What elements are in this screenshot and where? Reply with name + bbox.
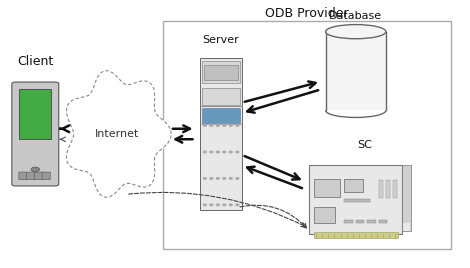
Text: SC: SC — [358, 140, 373, 150]
Circle shape — [236, 178, 239, 179]
FancyArrowPatch shape — [247, 90, 318, 113]
Circle shape — [236, 151, 239, 153]
Circle shape — [216, 125, 219, 126]
Bar — [202, 108, 240, 123]
Circle shape — [204, 125, 206, 126]
Bar — [368, 220, 376, 223]
FancyArrowPatch shape — [240, 205, 306, 228]
FancyArrowPatch shape — [173, 125, 190, 132]
FancyArrowPatch shape — [245, 81, 315, 102]
FancyArrowPatch shape — [244, 156, 299, 180]
Circle shape — [229, 204, 232, 206]
FancyArrowPatch shape — [60, 125, 69, 132]
FancyArrowPatch shape — [247, 167, 302, 188]
Bar — [200, 58, 242, 210]
Text: Internet: Internet — [94, 129, 139, 139]
Circle shape — [216, 178, 219, 179]
Bar — [379, 180, 383, 198]
FancyBboxPatch shape — [27, 172, 35, 180]
FancyBboxPatch shape — [163, 21, 451, 250]
Bar — [403, 223, 410, 231]
Polygon shape — [66, 71, 171, 197]
Bar — [19, 90, 51, 139]
FancyBboxPatch shape — [42, 172, 50, 180]
Bar — [344, 178, 363, 192]
Circle shape — [210, 151, 213, 153]
FancyArrowPatch shape — [60, 137, 65, 142]
Text: Database: Database — [329, 11, 382, 21]
Bar — [314, 232, 398, 238]
Circle shape — [210, 178, 213, 179]
Circle shape — [204, 178, 206, 179]
Circle shape — [223, 151, 226, 153]
Bar — [344, 220, 352, 223]
Bar — [202, 61, 240, 83]
FancyBboxPatch shape — [19, 172, 27, 180]
Text: ODB Provider: ODB Provider — [265, 7, 349, 20]
Bar — [356, 220, 364, 223]
Circle shape — [236, 125, 239, 126]
Circle shape — [223, 178, 226, 179]
Circle shape — [229, 125, 232, 126]
Circle shape — [204, 204, 206, 206]
Ellipse shape — [326, 25, 386, 39]
Bar — [314, 178, 339, 197]
FancyArrowPatch shape — [129, 192, 306, 227]
Bar — [402, 166, 411, 231]
Circle shape — [223, 125, 226, 126]
Bar — [204, 65, 238, 80]
Text: Server: Server — [203, 35, 239, 45]
Text: Client: Client — [17, 55, 54, 68]
Circle shape — [216, 151, 219, 153]
Circle shape — [204, 151, 206, 153]
FancyArrowPatch shape — [176, 136, 193, 143]
Bar — [386, 180, 390, 198]
Circle shape — [210, 204, 213, 206]
Circle shape — [229, 178, 232, 179]
Circle shape — [210, 125, 213, 126]
Bar — [202, 88, 240, 105]
Bar — [344, 199, 370, 202]
FancyBboxPatch shape — [12, 82, 59, 186]
Bar — [393, 180, 397, 198]
Circle shape — [236, 204, 239, 206]
Bar — [379, 220, 387, 223]
Bar — [326, 32, 386, 110]
Bar — [314, 207, 335, 223]
Circle shape — [229, 151, 232, 153]
FancyBboxPatch shape — [34, 172, 43, 180]
Circle shape — [216, 204, 219, 206]
Circle shape — [31, 167, 39, 172]
Circle shape — [223, 204, 226, 206]
Bar — [309, 166, 402, 234]
